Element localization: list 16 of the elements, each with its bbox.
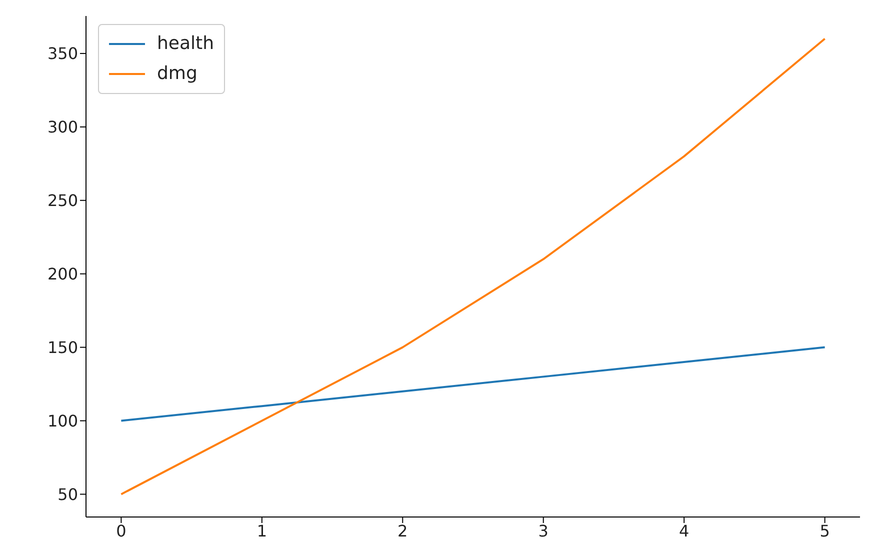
x-tick-label: 3 [538, 521, 548, 540]
x-tick-label: 2 [398, 521, 408, 540]
line-series [120, 346, 826, 422]
legend-label: health [157, 32, 214, 56]
y-tick-label: 50 [58, 484, 78, 504]
x-tick-label: 5 [820, 521, 830, 540]
y-tick-label: 300 [47, 118, 78, 137]
y-tick-label: 150 [47, 338, 78, 357]
y-tick-label: 250 [47, 191, 78, 210]
y-tick-label: 100 [47, 411, 78, 430]
x-tick-label: 0 [116, 521, 126, 540]
x-tick-label: 1 [256, 521, 268, 540]
y-tick-label: 200 [47, 264, 78, 284]
x-tick-label: 4 [678, 521, 690, 540]
y-tick-label: 350 [47, 44, 78, 64]
legend-label: dmg [157, 62, 198, 86]
